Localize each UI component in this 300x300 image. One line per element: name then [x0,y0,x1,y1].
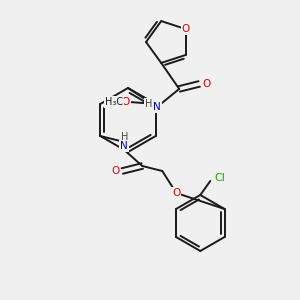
Text: O: O [172,188,180,198]
Text: O: O [202,79,210,89]
Text: H: H [121,132,128,142]
Text: H: H [145,99,152,109]
Text: N: N [153,102,161,112]
Text: O: O [182,24,190,34]
Text: H₃C: H₃C [105,97,123,107]
Text: O: O [122,97,130,107]
Text: N: N [120,141,128,151]
Text: O: O [111,166,119,176]
Text: Cl: Cl [215,173,226,183]
